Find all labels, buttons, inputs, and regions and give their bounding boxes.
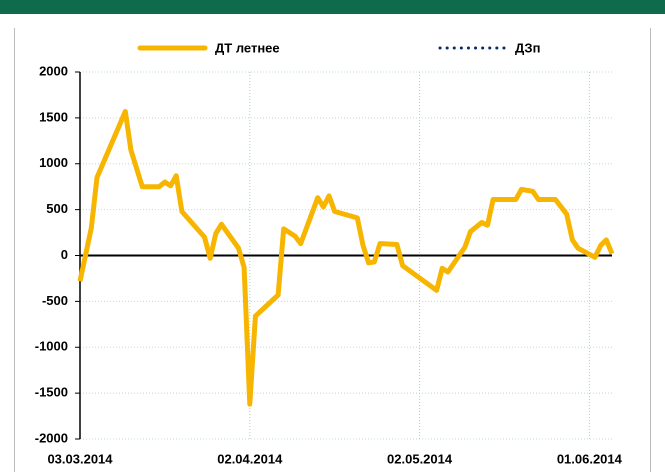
y-tick-label: -500 bbox=[42, 293, 68, 308]
y-tick-label: -2000 bbox=[35, 430, 68, 445]
legend-label: ДТ летнее bbox=[215, 40, 280, 55]
y-tick-label: 500 bbox=[46, 201, 68, 216]
x-tick-label: 03.03.2014 bbox=[47, 451, 113, 466]
x-tick-label: 02.04.2014 bbox=[217, 451, 283, 466]
y-tick-label: -1000 bbox=[35, 339, 68, 354]
header-bar bbox=[0, 0, 665, 14]
y-tick-label: 0 bbox=[61, 247, 68, 262]
x-tick-label: 02.05.2014 bbox=[387, 451, 453, 466]
x-tick-label: 01.06.2014 bbox=[557, 451, 623, 466]
y-tick-label: 1000 bbox=[39, 155, 68, 170]
y-tick-label: -1500 bbox=[35, 385, 68, 400]
y-tick-label: 1500 bbox=[39, 109, 68, 124]
y-tick-label: 2000 bbox=[39, 63, 68, 78]
legend-label: ДЗп bbox=[515, 40, 540, 55]
data-line bbox=[77, 109, 615, 407]
